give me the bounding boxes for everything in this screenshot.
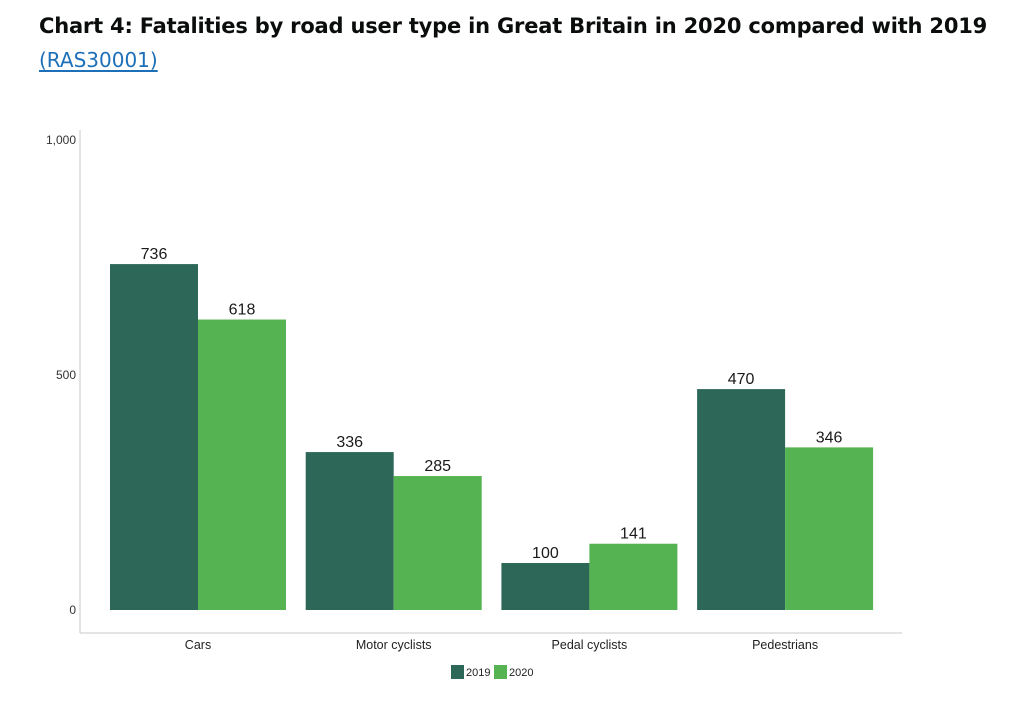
bar-2020	[393, 476, 482, 610]
y-tick-label: 500	[56, 368, 76, 382]
table-reference-link[interactable]: (RAS30001)	[39, 48, 158, 72]
data-label: 141	[620, 526, 647, 543]
x-tick-label: Motor cyclists	[356, 638, 432, 652]
chart-legend: 2019 2020	[451, 665, 533, 679]
bar-2019	[110, 264, 198, 610]
chart-bars	[110, 264, 874, 610]
data-label: 285	[424, 458, 451, 475]
bar-2020	[198, 319, 286, 610]
data-label: 100	[532, 545, 559, 562]
bar-2019	[697, 389, 786, 610]
legend-label: 2020	[509, 667, 533, 679]
data-label: 736	[141, 246, 168, 263]
bar-2019	[305, 452, 394, 610]
bar-2019	[501, 563, 590, 610]
bar-2020	[785, 447, 874, 610]
data-label: 336	[336, 434, 363, 451]
page-title: Chart 4: Fatalities by road user type in…	[39, 14, 988, 38]
x-tick-label: Cars	[185, 638, 211, 652]
chart-labels: 736 618 Cars 336 285 Motor cyclists 100 141 Peda…	[141, 246, 843, 652]
legend-swatch-2019	[451, 665, 464, 679]
legend-label: 2019	[466, 667, 490, 679]
bar-2020	[589, 543, 678, 610]
y-tick-label: 1,000	[46, 133, 76, 147]
data-label: 470	[728, 371, 755, 388]
data-label: 618	[229, 302, 256, 319]
data-label: 346	[816, 429, 843, 446]
legend-swatch-2020	[494, 665, 507, 679]
x-tick-label: Pedestrians	[752, 638, 818, 652]
chart-axes: 0 500 1,000	[46, 130, 902, 634]
x-tick-label: Pedal cyclists	[552, 638, 628, 652]
y-tick-label: 0	[69, 603, 76, 617]
